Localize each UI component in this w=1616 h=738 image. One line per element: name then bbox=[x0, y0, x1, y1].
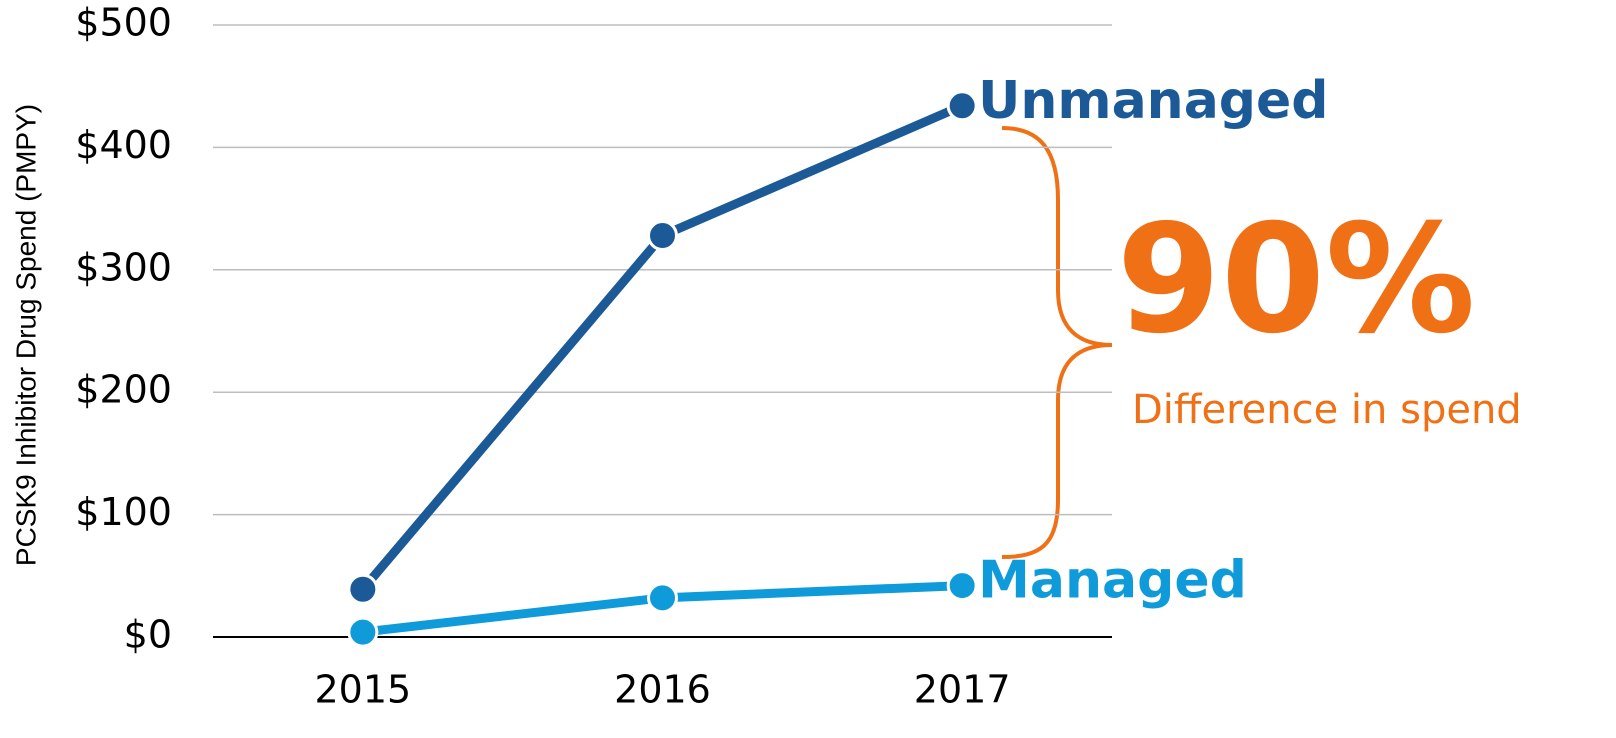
data-point bbox=[347, 573, 379, 605]
annotation-text: Difference in spend bbox=[1132, 387, 1522, 433]
data-point bbox=[946, 570, 978, 602]
x-tick-label: 2016 bbox=[614, 668, 711, 712]
y-tick-label: $100 bbox=[75, 490, 172, 534]
brace bbox=[1001, 126, 1113, 559]
x-tick-label: 2015 bbox=[314, 668, 411, 712]
data-point bbox=[347, 616, 379, 648]
data-point bbox=[647, 582, 678, 614]
y-axis-label: PCSK9 Inhibitor Drug Spend (PMPY) bbox=[10, 104, 41, 566]
x-tick-label: 2017 bbox=[914, 668, 1011, 712]
y-tick-label: $0 bbox=[124, 613, 172, 657]
y-tick-label: $200 bbox=[75, 368, 172, 412]
y-tick-label: $300 bbox=[75, 245, 172, 289]
data-point bbox=[946, 90, 978, 122]
series-line bbox=[359, 101, 964, 593]
series-label: Managed bbox=[978, 551, 1247, 611]
data-point bbox=[647, 220, 678, 252]
annotation-value: 90% bbox=[1116, 193, 1475, 367]
y-tick-label: $400 bbox=[75, 123, 172, 167]
series-label: Unmanaged bbox=[978, 71, 1328, 131]
y-tick-label: $500 bbox=[75, 1, 172, 45]
